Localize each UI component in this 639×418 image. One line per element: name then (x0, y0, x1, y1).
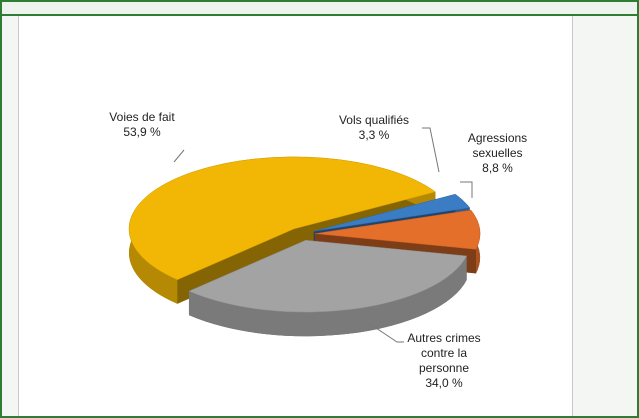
label: Autres crimes contre la personne 34,0 % (398, 331, 490, 391)
label-category: Agressions sexuelles (467, 131, 528, 160)
label: Vols qualifiés 3,3 % (324, 113, 424, 143)
label-value: 3,3 % (358, 128, 390, 142)
leader-line (460, 181, 473, 198)
leader-lines (173, 127, 473, 343)
label-category: Vols qualifiés (338, 113, 410, 127)
slice-top (313, 193, 471, 232)
label-category: Autres crimes contre la personne (407, 331, 481, 375)
label: Agressions sexuelles 8,8 % (460, 131, 535, 176)
slice-top (314, 209, 481, 250)
label-value: 8,8 % (482, 161, 513, 175)
pie-slice (188, 239, 468, 337)
leader-line (369, 323, 404, 343)
slice-top (128, 156, 437, 281)
label: Voies de fait 53,9 % (97, 110, 187, 140)
leader-line (422, 127, 440, 173)
slice-top (188, 239, 468, 313)
pie-slice (128, 156, 437, 304)
label-value: 34,0 % (425, 376, 463, 390)
slice-wall (188, 255, 467, 337)
label-value: 53,9 % (123, 125, 161, 139)
slice-wall (129, 156, 436, 304)
header-band (2, 2, 637, 16)
leader-line (173, 149, 185, 163)
label-category: Voies de fait (109, 110, 175, 124)
